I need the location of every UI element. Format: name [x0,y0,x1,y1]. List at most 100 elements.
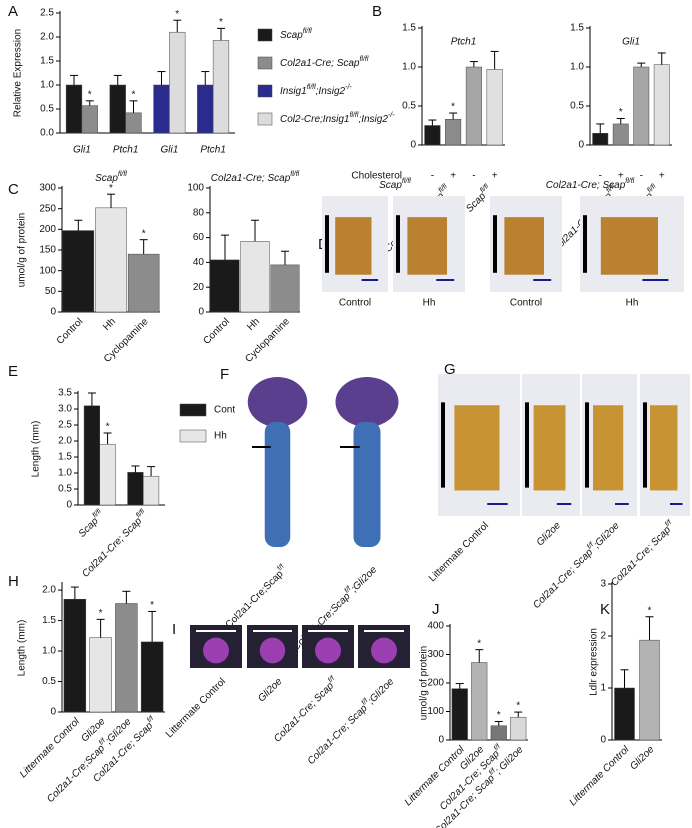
text-part: f/f [664,519,674,529]
cell [259,637,286,664]
cell [203,637,229,664]
y-tick-label: 100 [39,265,56,276]
chart-title: Col2a1-Cre; Scapfl/fl [211,171,300,183]
bar [95,207,127,313]
bar [127,472,144,506]
cartilage [533,405,566,491]
cartilage [335,217,372,275]
x-tick-label: Gli1 [73,145,91,156]
image-label: Control [510,298,542,309]
legend-label: Hh [214,431,227,442]
bar [125,112,142,134]
y-tick-label: 0 [66,500,72,511]
text-part: ;Insig2 [316,86,346,97]
bar [445,119,462,146]
bar [633,66,650,146]
x-tick-label: Scapfl/fl [76,508,107,539]
bar [143,475,160,506]
text-part: fl/fl [479,183,491,195]
cartilage [407,217,447,275]
y-tick-label: 2.0 [58,436,72,447]
x-tick-label: Control [201,316,232,347]
text-part: Scap [379,180,402,191]
x-tick-label: - [472,171,475,182]
panel-label: G [444,361,456,378]
x-tick-label: Hh [101,316,118,333]
text-part: fl/fl [307,84,316,91]
y-tick-label: 400 [427,621,444,632]
y-tick-label: 1.5 [40,56,54,67]
bar [109,84,126,134]
text-part: f/f [327,675,337,685]
panel-label: K [600,601,610,618]
significance: * [142,228,146,239]
y-tick-label: 1.5 [570,23,584,34]
bar [451,688,468,741]
skeleton [247,377,308,427]
y-tick-label: 300 [427,649,444,660]
x-tick-label: Hh [245,316,262,333]
y-tick-label: 2 [600,631,606,642]
text-part: f/f [493,743,503,753]
text-part: fl/fl [290,171,299,178]
cell [371,637,397,664]
bar [127,253,160,313]
text-part: f/f [277,563,286,572]
significance: * [109,183,113,194]
bar [212,40,230,134]
image-label: Col2a1-Cre;Scapf/f [222,563,289,630]
y-tick-label: 2.5 [58,420,72,431]
panel-label: E [8,363,18,380]
y-tick-label: 1.5 [402,23,416,34]
bar [240,241,270,313]
skeleton [264,422,291,547]
y-axis-label: Relative Expression [13,29,24,117]
bar [270,264,300,313]
bar [81,105,98,134]
group-label: Scapfl/fl [463,183,494,214]
legend-swatch [257,112,273,126]
x-tick-label: - [640,171,643,182]
chart-title: Scapfl/fl [95,171,127,183]
legend-swatch [179,429,207,443]
x-tick-label: - [431,171,434,182]
y-tick-label: 0 [578,140,584,151]
significance: * [451,102,455,113]
bar [490,725,507,741]
bar [62,230,95,313]
legend-label: Col2a1-Cre; Scapfl/fl [280,56,369,68]
x-tick-label: Littermate Control [568,744,633,809]
panel-label: F [220,366,229,383]
y-tick-label: 3.0 [58,404,72,415]
cartilage [504,217,544,275]
significance: * [150,600,154,611]
text-part: f/f [344,585,354,595]
text-part: fl/fl [646,183,658,195]
y-tick-label: 300 [39,183,56,194]
y-tick-label: 50 [45,286,57,297]
y-tick-label: 1.5 [42,615,56,626]
panel-label: J [432,601,440,618]
text-part: Col2a1-Cre; Scap [280,58,360,69]
y-tick-label: 250 [39,203,56,214]
y-tick-label: 150 [39,245,56,256]
y-tick-label: 20 [193,282,205,293]
x-axis-label: Cholesterol [351,171,402,182]
image-label: Gli2oe [256,676,285,705]
bar [153,84,170,134]
bar [89,637,112,713]
y-tick-label: 200 [427,678,444,689]
y-axis-label: Length (mm) [31,421,42,478]
bar [471,662,488,741]
text-part: Col2a1-Cre; Scap [609,524,673,588]
text-part: Col2a1-Cre; Scap [305,702,369,766]
text-part: fl/fl [605,183,617,195]
y-tick-label: 0 [50,307,56,318]
significance: * [619,107,623,118]
y-tick-label: 0 [410,140,416,151]
significance: * [516,701,520,712]
x-tick-label: Gli2oe [628,744,657,773]
text-part: fl/fl [438,183,450,195]
text-part: f/f [361,697,371,707]
